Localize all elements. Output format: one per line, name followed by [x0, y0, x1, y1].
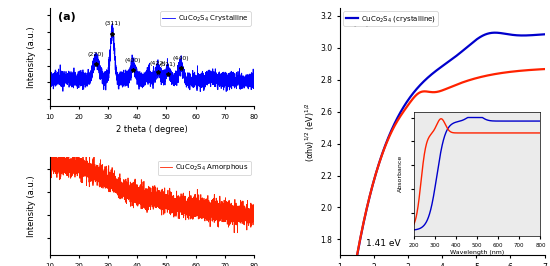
- Text: (400): (400): [124, 59, 141, 64]
- Text: (511): (511): [160, 62, 176, 67]
- Legend: CuCo$_2$S$_4$ Amorphous: CuCo$_2$S$_4$ Amorphous: [157, 161, 251, 175]
- Legend: CuCo$_2$S$_4$ (crystalline): CuCo$_2$S$_4$ (crystalline): [343, 11, 438, 26]
- Y-axis label: Intensity (a.u.): Intensity (a.u.): [28, 26, 36, 88]
- Text: (422): (422): [149, 61, 166, 65]
- Text: (a): (a): [58, 12, 75, 22]
- Text: (b): (b): [352, 17, 370, 27]
- Y-axis label: (αhν)$^{1/2}$ (eV)$^{1/2}$: (αhν)$^{1/2}$ (eV)$^{1/2}$: [304, 102, 317, 161]
- Text: (440): (440): [173, 56, 189, 61]
- Text: (220): (220): [88, 52, 104, 57]
- Y-axis label: Intensity (a.u.): Intensity (a.u.): [28, 176, 36, 237]
- X-axis label: 2 theta ( degree): 2 theta ( degree): [116, 125, 188, 134]
- Text: (311): (311): [104, 20, 120, 26]
- Legend: CuCo$_2$S$_4$ Crystalline: CuCo$_2$S$_4$ Crystalline: [161, 11, 251, 26]
- Text: 1.41 eV: 1.41 eV: [366, 239, 400, 248]
